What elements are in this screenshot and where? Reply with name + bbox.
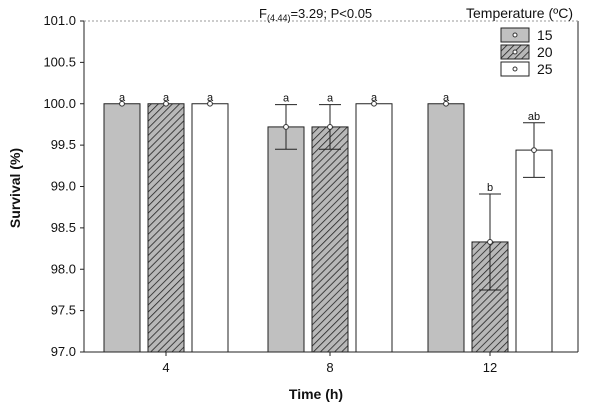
legend-label: 15: [537, 27, 553, 43]
legend-label: 20: [537, 44, 553, 60]
significance-label: a: [371, 92, 378, 104]
legend-marker: [512, 49, 518, 55]
significance-label: a: [283, 93, 290, 105]
legend-label: 25: [537, 61, 553, 77]
bar: [427, 103, 465, 353]
y-tick-label: 101.0: [43, 13, 76, 28]
y-tick-label: 99.5: [51, 137, 76, 152]
error-bars-group: [119, 100, 545, 291]
mean-marker: [327, 124, 333, 130]
statistics-annotation: F(4.44)=3.29; P<0.05: [259, 6, 372, 23]
mean-marker: [371, 100, 377, 107]
significance-label: a: [119, 92, 126, 104]
y-tick-label: 98.5: [51, 220, 76, 235]
x-tick-label: 8: [326, 360, 333, 375]
x-axis: 4 8 12: [162, 352, 497, 375]
legend-marker: [512, 66, 518, 72]
y-tick-label: 97.0: [51, 344, 76, 359]
mean-marker: [207, 100, 213, 107]
mean-marker: [531, 147, 537, 153]
mean-marker: [283, 124, 289, 130]
bar: [103, 103, 141, 353]
significance-labels-group: a a aa aba aab: [119, 92, 540, 194]
y-axis-title: Survival (%): [7, 148, 23, 228]
x-axis-title: Time (h): [289, 386, 343, 402]
significance-label: a: [327, 93, 334, 105]
significance-label: a: [163, 92, 170, 104]
y-tick-label: 99.0: [51, 179, 76, 194]
stat-suffix: =3.29; P<0.05: [290, 6, 372, 21]
mean-marker: [163, 100, 169, 107]
y-tick-label: 98.0: [51, 261, 76, 276]
stat-subscript: (4.44): [267, 13, 291, 23]
bar: [515, 149, 553, 353]
bars-group: [103, 103, 553, 353]
x-tick-label: 12: [483, 360, 497, 375]
y-tick-label: 97.5: [51, 303, 76, 318]
bar: [147, 103, 185, 353]
significance-label: a: [443, 92, 450, 104]
significance-label: a: [207, 92, 214, 104]
stat-prefix: F: [259, 6, 267, 21]
y-axis: 97.0 97.5 98.0 98.5 99.0 99.5 100.0 100.5 101.0: [43, 13, 84, 359]
bar: [311, 126, 349, 353]
bar: [355, 103, 393, 353]
significance-label: b: [487, 182, 493, 194]
y-tick-label: 100.5: [43, 54, 76, 69]
mean-marker: [487, 239, 493, 245]
mean-marker: [119, 100, 125, 107]
x-tick-label: 4: [162, 360, 169, 375]
legend-marker: [512, 32, 518, 38]
bar: [191, 103, 229, 353]
bar: [267, 126, 305, 353]
y-tick-label: 100.0: [43, 96, 76, 111]
mean-marker: [443, 100, 449, 107]
legend-title: Temperature (ºC): [466, 5, 573, 21]
significance-label: ab: [528, 111, 540, 123]
